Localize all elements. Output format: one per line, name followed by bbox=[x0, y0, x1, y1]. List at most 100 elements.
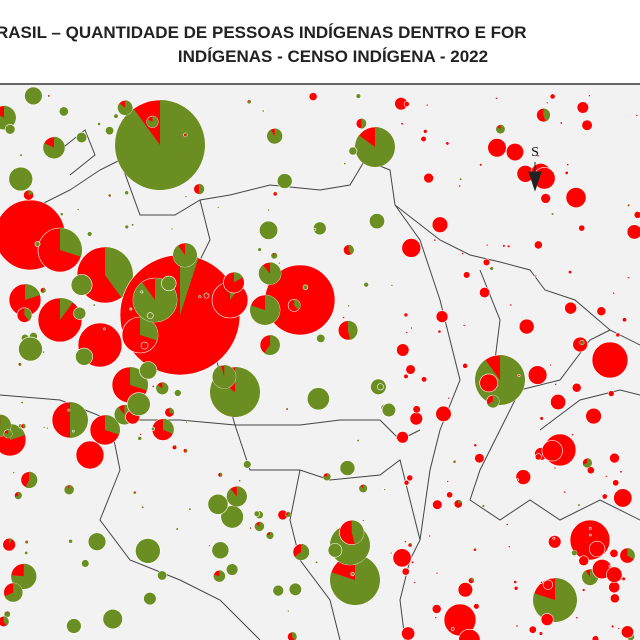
pie-symbol bbox=[392, 548, 412, 568]
pie-symbol bbox=[445, 141, 450, 146]
pie-symbol bbox=[434, 616, 438, 619]
pie-symbol bbox=[549, 93, 556, 100]
pie-symbol bbox=[306, 387, 330, 411]
pie-wedge bbox=[271, 252, 278, 259]
pie-symbol bbox=[261, 109, 265, 113]
pie-symbol bbox=[542, 579, 554, 590]
pie-symbol bbox=[505, 142, 525, 162]
pie-wedge bbox=[410, 542, 412, 546]
pie-symbol bbox=[68, 538, 73, 544]
pie-wedge bbox=[64, 484, 74, 495]
pie-symbol bbox=[517, 373, 521, 377]
pie-wedge bbox=[104, 327, 106, 330]
pie-wedge bbox=[543, 108, 551, 122]
pie-symbol bbox=[81, 559, 90, 568]
pie-symbol bbox=[509, 303, 513, 307]
pie-wedge bbox=[22, 401, 24, 404]
pie-symbol bbox=[576, 101, 589, 114]
compass: S bbox=[528, 145, 542, 192]
pie-wedge bbox=[355, 127, 396, 168]
pie-symbol bbox=[216, 206, 220, 209]
pie-symbol bbox=[75, 440, 105, 470]
pie-symbol bbox=[66, 618, 82, 634]
pie-wedge bbox=[551, 212, 554, 216]
pie-wedge bbox=[206, 292, 209, 296]
pie-wedge bbox=[577, 504, 581, 507]
pie-symbol bbox=[447, 396, 450, 400]
pie-wedge bbox=[43, 136, 65, 159]
pie-symbol bbox=[586, 466, 595, 475]
pie-symbol bbox=[518, 318, 535, 335]
pie-symbol bbox=[423, 172, 434, 184]
pie-wedge bbox=[487, 395, 500, 408]
pie-symbol bbox=[591, 635, 600, 640]
pie-symbol bbox=[433, 238, 437, 242]
pie-wedge bbox=[176, 527, 179, 530]
pie-symbol bbox=[377, 383, 384, 391]
pie-wedge bbox=[294, 299, 301, 310]
pie-symbol bbox=[161, 275, 177, 292]
pie-wedge bbox=[146, 116, 159, 128]
pie-symbol bbox=[24, 86, 43, 106]
pie-symbol bbox=[126, 392, 151, 417]
pie-symbol bbox=[243, 460, 252, 469]
pie-symbol bbox=[607, 390, 615, 397]
pie-symbol bbox=[446, 480, 450, 483]
pie-symbol bbox=[173, 389, 182, 397]
pie-symbol bbox=[405, 331, 408, 334]
pie-symbol bbox=[538, 631, 544, 636]
pie-wedge bbox=[343, 316, 345, 319]
pie-symbol bbox=[571, 382, 582, 393]
pie-wedge bbox=[275, 191, 278, 194]
pie-symbol bbox=[506, 244, 511, 249]
pie-wedge bbox=[471, 577, 475, 582]
pie-symbol bbox=[437, 329, 442, 334]
pie-wedge bbox=[25, 471, 38, 489]
pie-symbol bbox=[613, 488, 633, 508]
pie-symbol bbox=[316, 333, 326, 344]
pie-wedge bbox=[198, 183, 205, 195]
pie-wedge bbox=[459, 178, 462, 181]
pie-symbol bbox=[363, 281, 369, 288]
pie-symbol bbox=[86, 231, 93, 237]
pie-symbol bbox=[608, 565, 612, 568]
pie-symbol bbox=[540, 613, 554, 626]
pie-symbol bbox=[124, 190, 130, 196]
pie-symbol bbox=[185, 420, 188, 424]
pie-symbol bbox=[626, 224, 640, 240]
compass-arrow bbox=[528, 162, 542, 192]
pie-symbol bbox=[609, 593, 620, 604]
pie-symbol bbox=[396, 343, 410, 357]
pie-wedge bbox=[19, 362, 22, 367]
pie-wedge bbox=[627, 204, 630, 207]
pie-symbol bbox=[619, 470, 623, 474]
pie-symbol bbox=[409, 412, 423, 426]
pie-wedge bbox=[226, 486, 247, 507]
pie-wedge bbox=[357, 439, 360, 442]
pie-symbol bbox=[75, 347, 93, 366]
pie-symbol bbox=[572, 336, 588, 353]
pie-wedge bbox=[152, 385, 155, 388]
pie-symbol bbox=[58, 106, 69, 117]
pie-symbol bbox=[485, 243, 489, 247]
pie-wedge bbox=[348, 244, 354, 255]
pie-symbol bbox=[462, 324, 466, 327]
pie-wedge bbox=[458, 499, 462, 504]
pie-wedge bbox=[258, 262, 282, 285]
pie-symbol bbox=[253, 510, 261, 517]
pie-symbol bbox=[389, 551, 393, 555]
pie-symbol bbox=[87, 532, 107, 551]
pie-wedge bbox=[9, 538, 13, 545]
pie-symbol bbox=[12, 471, 16, 474]
pie-wedge bbox=[239, 479, 241, 482]
pie-wedge bbox=[23, 423, 26, 429]
pie-symbol bbox=[609, 548, 619, 558]
pie-wedge bbox=[285, 407, 289, 411]
pie-symbol bbox=[157, 570, 168, 581]
pie-wedge bbox=[250, 295, 280, 326]
pie-wedge bbox=[173, 243, 198, 267]
pie-symbol bbox=[425, 103, 429, 107]
pie-wedge bbox=[140, 317, 159, 341]
pie-wedge bbox=[247, 99, 251, 104]
pie-symbol bbox=[534, 274, 538, 278]
